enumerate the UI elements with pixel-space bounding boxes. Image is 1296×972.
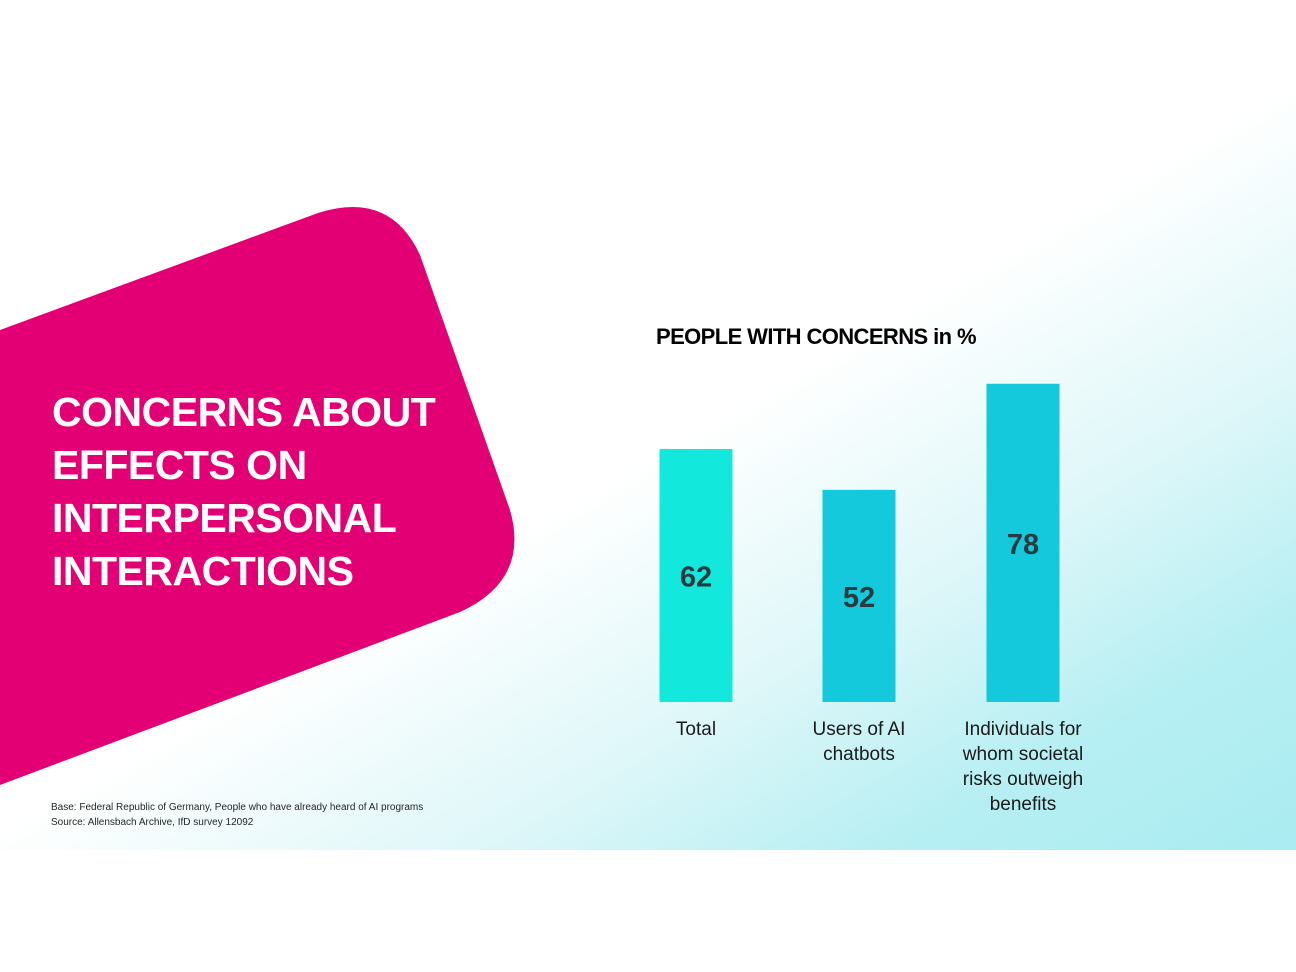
magenta-banner-shape [0, 206, 515, 785]
headline-line-3: INTERPERSONAL [52, 495, 397, 541]
footnote-base: Base: Federal Republic of Germany, Peopl… [51, 802, 424, 813]
headline: CONCERNS ABOUT EFFECTS ON INTERPERSONAL … [52, 386, 472, 598]
footnote-source: Source: Allensbach Archive, IfD survey 1… [51, 817, 254, 828]
headline-line-4: INTERACTIONS [52, 548, 354, 594]
headline-line-2: EFFECTS ON [52, 442, 307, 488]
footnote: Base: Federal Republic of Germany, Peopl… [51, 800, 423, 830]
bar-chart: 62 Total 52 Users of AI chatbots 78 Individual… [659, 383, 1083, 815]
headline-line-1: CONCERNS ABOUT [52, 389, 436, 435]
slide-background: CONCERNS ABOUT EFFECTS ON INTERPERSONAL … [0, 0, 1296, 850]
bar-2 [822, 489, 896, 702]
bar-value-label-2: 52 [843, 582, 875, 614]
chart-title: PEOPLE WITH CONCERNS in % [656, 324, 977, 349]
category-label-3: Individuals for whom societal risks outwei… [962, 719, 1083, 815]
bar-value-label-3: 78 [1007, 529, 1039, 561]
category-label-1: Total [676, 719, 716, 740]
bar-value-label-1: 62 [680, 562, 712, 594]
bar-1 [659, 449, 733, 702]
category-label-2: Users of AI chatbots [813, 719, 906, 765]
bar-3 [986, 383, 1060, 702]
